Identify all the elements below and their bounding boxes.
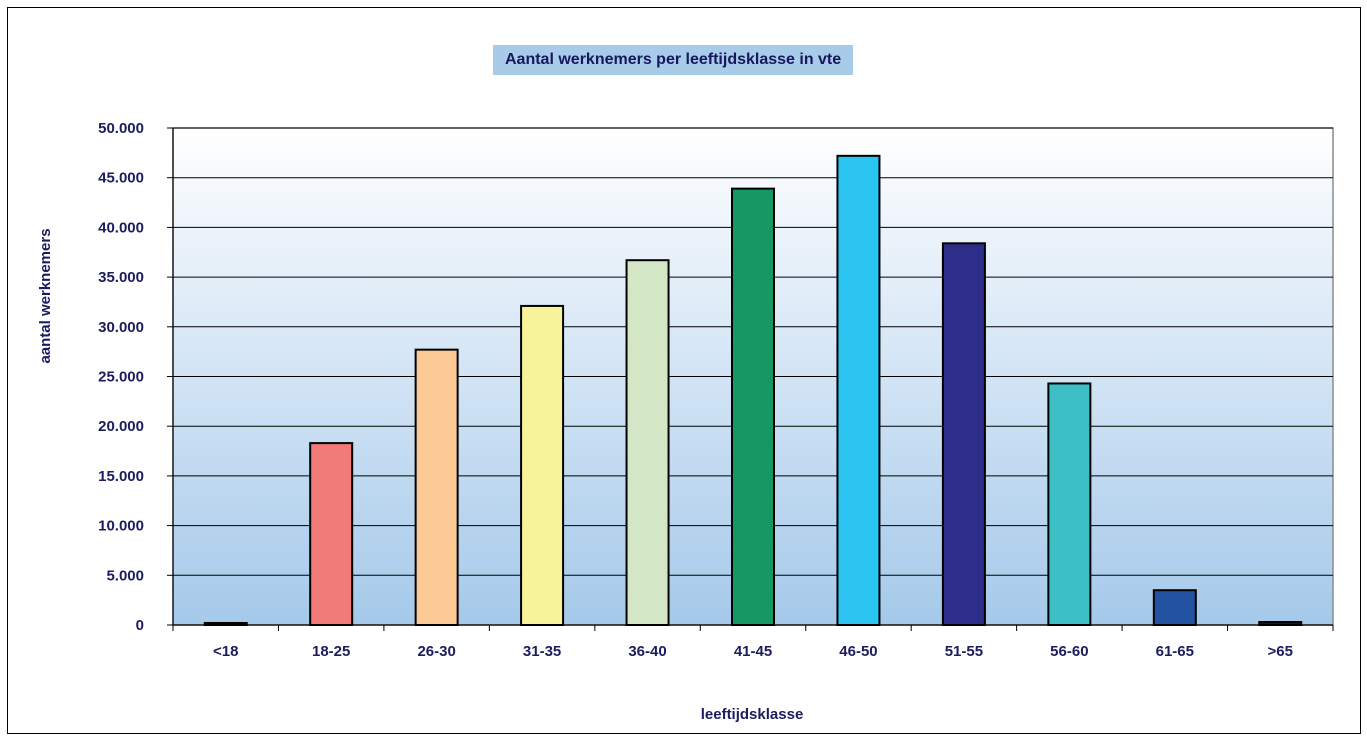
y-tick-label: 5.000 bbox=[106, 567, 144, 584]
x-tick-label: 36-40 bbox=[628, 643, 666, 660]
x-tick-label: 41-45 bbox=[734, 643, 772, 660]
y-tick-label: 0 bbox=[136, 617, 144, 634]
bar-51-55 bbox=[941, 242, 986, 627]
x-axis-title: leeftijdsklasse bbox=[701, 706, 804, 723]
y-tick-label: 45.000 bbox=[98, 170, 144, 187]
bar-56-60 bbox=[1047, 382, 1092, 627]
x-tick-label: 18-25 bbox=[312, 643, 350, 660]
x-tick-label: 51-55 bbox=[945, 643, 983, 660]
y-axis-title: aantal werknemers bbox=[37, 228, 54, 363]
y-tick-label: 25.000 bbox=[98, 369, 144, 386]
bar-26-30 bbox=[414, 348, 459, 626]
y-tick-label: 30.000 bbox=[98, 319, 144, 336]
x-tick-label: 61-65 bbox=[1156, 643, 1194, 660]
bar-46-50 bbox=[836, 154, 881, 626]
y-tick-labels: 0 5.000 10.000 15.000 20.000 25.000 30.000 35.0… bbox=[98, 120, 144, 634]
bar-18-25 bbox=[309, 442, 354, 626]
bar-36-40 bbox=[625, 259, 670, 626]
x-tick-label: 26-30 bbox=[417, 643, 455, 660]
y-tick-label: 50.000 bbox=[98, 120, 144, 137]
x-tick-label: 31-35 bbox=[523, 643, 561, 660]
bar-61-65 bbox=[1152, 589, 1197, 627]
y-tick-label: 15.000 bbox=[98, 468, 144, 485]
x-tick-label: >65 bbox=[1268, 643, 1293, 660]
x-tick-labels: <18 18-25 26-30 31-35 36-40 41-45 46-50 51-55 56… bbox=[213, 643, 1293, 660]
x-tick-label: 56-60 bbox=[1050, 643, 1088, 660]
bar-31-35 bbox=[520, 304, 565, 626]
y-tick-label: 20.000 bbox=[98, 418, 144, 435]
chart-title: Aantal werknemers per leeftijdsklasse in… bbox=[493, 45, 854, 75]
y-tick-label: 40.000 bbox=[98, 219, 144, 236]
x-tick-label: <18 bbox=[213, 643, 238, 660]
axes bbox=[167, 127, 1334, 631]
x-tick-label: 46-50 bbox=[839, 643, 877, 660]
y-tick-label: 35.000 bbox=[98, 269, 144, 286]
bar-41-45 bbox=[731, 187, 775, 626]
y-tick-label: 10.000 bbox=[98, 518, 144, 535]
